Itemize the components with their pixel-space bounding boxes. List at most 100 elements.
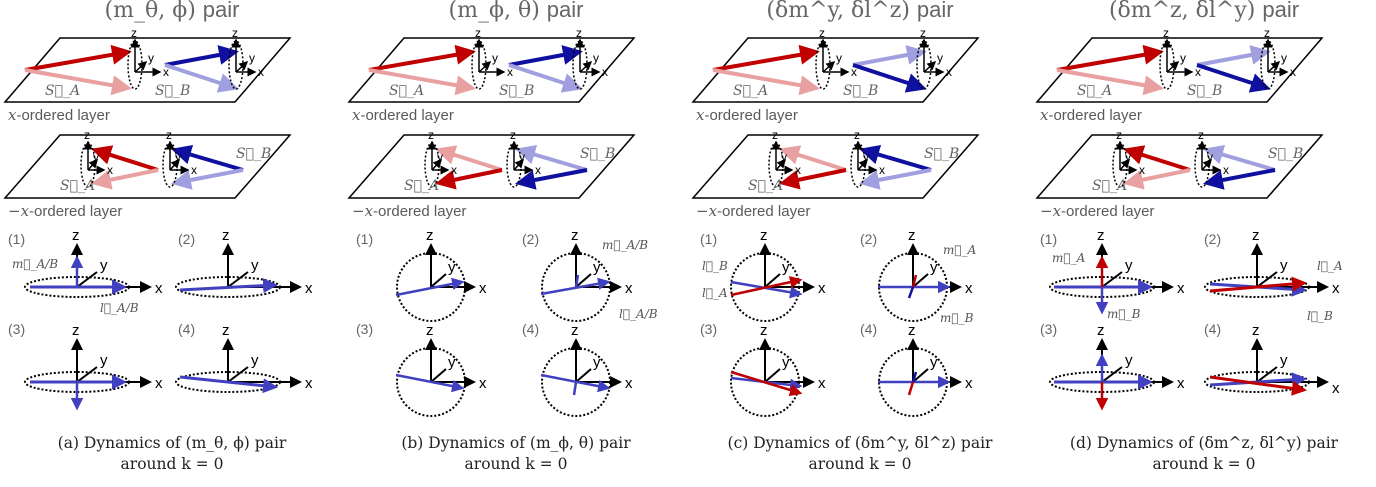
svg-text:x: x: [258, 65, 264, 79]
panel-c-diagram: z x y z x y S⃗_A S⃗_B z x y z x y S⃗_A S…: [691, 26, 980, 417]
svg-text:(4): (4): [522, 321, 539, 337]
svg-text:(3): (3): [356, 321, 373, 337]
sub-number: (4): [178, 321, 195, 337]
svg-text:z: z: [819, 26, 825, 40]
svg-text:y: y: [437, 150, 443, 164]
sub-number: (3): [8, 321, 25, 337]
svg-text:z: z: [1163, 26, 1169, 40]
svg-text:y: y: [93, 150, 99, 164]
svg-text:y: y: [782, 354, 790, 371]
svg-text:x: x: [818, 375, 826, 392]
layer-label-minus-x: −x-ordered layer: [352, 202, 467, 220]
svg-text:z: z: [426, 227, 434, 244]
svg-text:l⃗_B: l⃗_B: [1307, 309, 1333, 323]
svg-text:(3): (3): [700, 321, 717, 337]
annotation: m⃗_A/B: [12, 257, 58, 271]
svg-text:x: x: [1177, 375, 1185, 392]
svg-text:y: y: [937, 51, 943, 65]
svg-text:y: y: [593, 259, 601, 276]
sub-number: (1): [8, 231, 25, 247]
svg-text:y: y: [1207, 150, 1213, 164]
svg-text:z: z: [1252, 227, 1260, 244]
svg-text:z: z: [1252, 322, 1260, 339]
svg-text:z: z: [571, 322, 579, 339]
svg-text:y: y: [448, 259, 456, 276]
svg-text:z: z: [131, 26, 137, 40]
svg-text:S⃗_A: S⃗_A: [60, 178, 95, 194]
svg-text:x: x: [818, 280, 826, 297]
svg-text:x: x: [1139, 163, 1145, 177]
svg-text:x: x: [305, 375, 313, 392]
svg-text:x: x: [851, 65, 857, 79]
svg-text:y: y: [1280, 257, 1288, 274]
svg-text:l⃗_A: l⃗_A: [702, 286, 728, 300]
svg-text:S⃗_A: S⃗_A: [733, 83, 768, 99]
svg-text:z: z: [908, 322, 916, 339]
svg-text:x: x: [625, 375, 633, 392]
svg-text:x: x: [946, 65, 952, 79]
svg-text:x: x: [451, 163, 457, 177]
x-ordered-plane: [3, 37, 292, 103]
svg-text:x: x: [625, 280, 633, 297]
svg-text:x: x: [479, 280, 487, 297]
svg-text:(1): (1): [700, 231, 717, 247]
layer-label-minus-x: −x-ordered layer: [696, 202, 811, 220]
svg-text:z: z: [475, 26, 481, 40]
svg-text:y: y: [593, 51, 599, 65]
svg-text:x: x: [965, 280, 973, 297]
svg-text:y: y: [251, 352, 259, 369]
svg-text:S⃗_B: S⃗_B: [499, 83, 534, 99]
svg-text:y: y: [781, 150, 787, 164]
svg-text:z: z: [920, 26, 926, 40]
svg-text:x: x: [602, 65, 608, 79]
svg-text:(2): (2): [1204, 231, 1221, 247]
svg-text:z: z: [72, 322, 80, 339]
svg-text:S⃗_B: S⃗_B: [1187, 83, 1222, 99]
svg-text:z: z: [576, 26, 582, 40]
spin-a-arrow: [24, 44, 132, 72]
svg-text:y: y: [1125, 352, 1133, 369]
svg-text:x: x: [965, 375, 973, 392]
svg-text:y: y: [930, 259, 938, 276]
svg-text:y: y: [492, 51, 498, 65]
svg-text:z: z: [232, 26, 238, 40]
svg-text:z: z: [1264, 26, 1270, 40]
svg-text:S⃗_B: S⃗_B: [580, 146, 615, 162]
svg-text:y: y: [1125, 257, 1133, 274]
caption: (b) Dynamics of (m_ϕ, θ) pair around k =…: [401, 434, 631, 473]
panel-d-diagram: z x y z x y S⃗_A S⃗_B z x y z x y S⃗_A S…: [1035, 26, 1343, 411]
svg-text:(3): (3): [1040, 321, 1057, 337]
svg-text:(1): (1): [356, 231, 373, 247]
svg-text:m⃗_A: m⃗_A: [1052, 251, 1086, 265]
svg-text:S⃗_B: S⃗_B: [924, 146, 959, 162]
svg-text:y: y: [593, 354, 601, 371]
svg-text:y: y: [930, 354, 938, 371]
svg-text:z: z: [1097, 227, 1105, 244]
svg-text:x: x: [155, 375, 163, 392]
panel-title: (m_θ, ϕ) pair: [104, 0, 240, 23]
spin-a-label: S⃗_A: [45, 83, 80, 99]
svg-text:x: x: [305, 280, 313, 297]
svg-text:x: x: [535, 163, 541, 177]
svg-text:y: y: [175, 150, 181, 164]
svg-text:z: z: [84, 128, 90, 142]
svg-text:y: y: [249, 51, 255, 65]
layer-label-minus-x: −x-ordered layer: [1040, 202, 1155, 220]
svg-text:S⃗_A: S⃗_A: [1092, 178, 1127, 194]
svg-text:(4): (4): [1204, 321, 1221, 337]
spin-b-arrow: [164, 45, 239, 67]
svg-text:z: z: [428, 128, 434, 142]
svg-text:x: x: [1177, 280, 1185, 297]
svg-text:m⃗_A: m⃗_A: [943, 243, 977, 257]
panel-title: (δm^y, δl^z) pair: [766, 0, 954, 23]
svg-text:x: x: [479, 375, 487, 392]
svg-text:y: y: [251, 257, 259, 274]
svg-text:S⃗_A: S⃗_A: [748, 178, 783, 194]
svg-text:z: z: [222, 227, 230, 244]
panel-a-diagram: z x y z x y S⃗_A S⃗_B z x y z x y S⃗_A S…: [3, 26, 313, 411]
svg-text:l⃗_A/B: l⃗_A/B: [619, 307, 658, 321]
svg-text:x: x: [1223, 163, 1229, 177]
svg-text:S⃗_B: S⃗_B: [236, 146, 271, 162]
svg-text:z: z: [166, 128, 172, 142]
panel-a: (m_θ, ϕ) pair x-ordered layer −x-ordered…: [0, 0, 344, 487]
